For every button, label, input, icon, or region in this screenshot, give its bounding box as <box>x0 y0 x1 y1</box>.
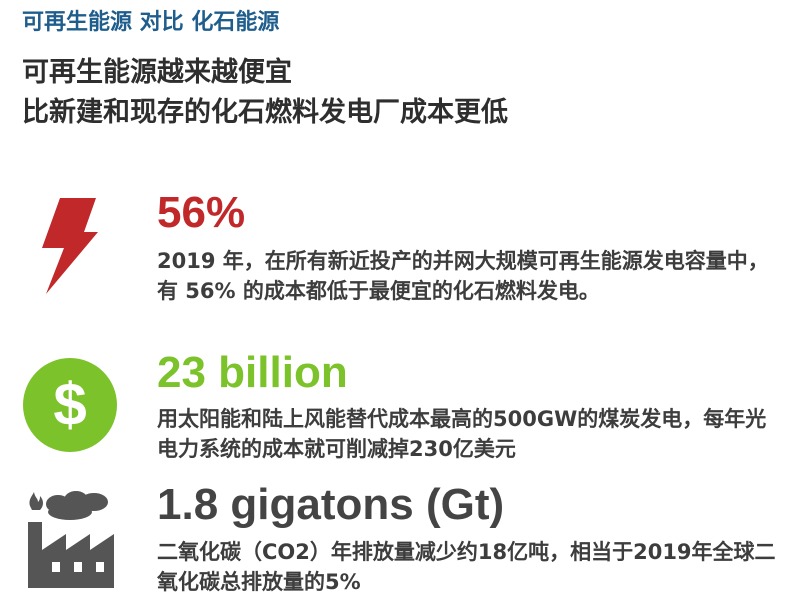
page-title: 可再生能源 对比 化石能源 <box>22 10 280 35</box>
factory-icon <box>28 491 114 588</box>
dollar-circle-icon: $ <box>23 358 117 452</box>
subtitle-line-2: 比新建和现存的化石燃料发电厂成本更低 <box>22 97 508 128</box>
stat-value-savings: 23 billion <box>157 348 348 397</box>
stat-text-co2: 二氧化碳（CO2）年排放量减少约18亿吨，相当于2019年全球二氧化碳总排放量的… <box>157 540 776 594</box>
subtitle-line-1: 可再生能源越来越便宜 <box>22 57 292 88</box>
stat-text-savings: 用太阳能和陆上风能替代成本最高的500GW的煤炭发电，每年光电力系统的成本就可削… <box>157 407 767 461</box>
svg-text:$: $ <box>53 371 86 438</box>
lightning-bolt-icon <box>42 198 98 294</box>
stat-value-co2: 1.8 gigatons (Gt) <box>157 480 505 529</box>
stat-value-renewable-share: 56% <box>157 188 246 237</box>
stat-text-renewable-share: 2019 年，在所有新近投产的并网大规模可再生能源发电容量中，有 56% 的成本… <box>157 249 769 303</box>
